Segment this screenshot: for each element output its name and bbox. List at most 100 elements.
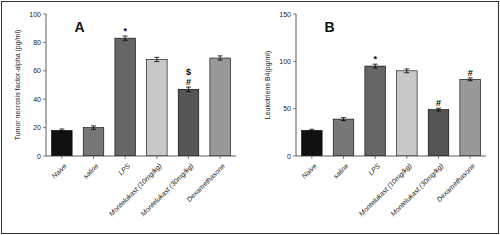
y-tick bbox=[293, 61, 296, 62]
bar bbox=[147, 59, 168, 156]
error-bar bbox=[59, 129, 64, 132]
bar bbox=[302, 130, 323, 156]
error-bar bbox=[309, 129, 314, 131]
x-tick bbox=[220, 156, 221, 159]
x-tick-label: Dexamethasone bbox=[435, 162, 476, 203]
y-tick-label: 50 bbox=[283, 105, 291, 112]
chart-canvas: 0 20 40 60 80 100 Naive saline LPS Montelukast (1… bbox=[0, 0, 500, 235]
error-cap bbox=[91, 125, 96, 126]
x-tick-label: Montelukast (30mg/kg) bbox=[389, 162, 445, 218]
error-cap bbox=[59, 129, 64, 130]
y-tick-label: 100 bbox=[279, 58, 291, 65]
error-bar bbox=[123, 36, 128, 40]
error-cap bbox=[309, 131, 314, 132]
x-tick-label: Naive bbox=[300, 162, 318, 180]
y-tick-label: 60 bbox=[33, 67, 41, 74]
error-bar bbox=[468, 78, 473, 81]
error-bar bbox=[154, 57, 159, 61]
bar bbox=[178, 89, 199, 156]
y-tick bbox=[293, 156, 296, 157]
error-bar bbox=[436, 108, 441, 111]
error-bar bbox=[218, 56, 223, 60]
error-cap bbox=[186, 91, 191, 92]
error-cap bbox=[218, 55, 223, 56]
bar bbox=[210, 58, 231, 156]
bars bbox=[52, 36, 231, 156]
panel: 050100150NaivesalineLPSMontelukast (10mg… bbox=[264, 11, 486, 219]
error-bar bbox=[91, 126, 96, 129]
y-tick bbox=[43, 127, 46, 128]
x-axis-line bbox=[46, 156, 236, 157]
bar bbox=[333, 119, 354, 156]
bar bbox=[428, 110, 449, 156]
error-cap bbox=[468, 77, 473, 78]
bar bbox=[365, 66, 386, 156]
bar bbox=[460, 79, 481, 156]
x-tick bbox=[156, 156, 157, 159]
error-bar bbox=[373, 64, 378, 68]
error-line bbox=[438, 108, 439, 111]
error-line bbox=[375, 64, 376, 68]
error-line bbox=[406, 69, 407, 73]
x-tick bbox=[188, 156, 189, 159]
error-cap bbox=[218, 60, 223, 61]
y-tick bbox=[43, 70, 46, 71]
x-tick bbox=[93, 156, 94, 159]
annotation: # bbox=[436, 98, 441, 108]
y-axis-label: Tumor necrosis factor-alpha (pg/ml) bbox=[14, 30, 22, 141]
x-axis-line bbox=[296, 156, 486, 157]
annotation: * bbox=[373, 54, 377, 64]
annotation: * bbox=[123, 26, 127, 36]
bar bbox=[397, 71, 418, 156]
y-axis-label: Leukotriens B4(pg/ml) bbox=[264, 51, 272, 119]
x-tick-label: LPS bbox=[117, 162, 132, 177]
bars bbox=[302, 64, 481, 156]
y-tick-label: 0 bbox=[37, 153, 41, 160]
x-tick bbox=[438, 156, 439, 159]
y-tick bbox=[293, 14, 296, 15]
error-cap bbox=[341, 120, 346, 121]
error-line bbox=[156, 57, 157, 61]
y-tick-label: 80 bbox=[33, 39, 41, 46]
error-cap bbox=[91, 129, 96, 130]
error-cap bbox=[436, 111, 441, 112]
error-cap bbox=[123, 40, 128, 41]
x-tick bbox=[343, 156, 344, 159]
error-cap bbox=[154, 61, 159, 62]
error-cap bbox=[436, 108, 441, 109]
x-tick-label: Montelukast (10mg/kg) bbox=[358, 162, 414, 218]
error-line bbox=[93, 126, 94, 129]
error-line bbox=[220, 56, 221, 60]
error-line bbox=[188, 87, 189, 91]
x-tick bbox=[61, 156, 62, 159]
error-cap bbox=[404, 68, 409, 69]
y-tick bbox=[43, 99, 46, 100]
y-tick-label: 150 bbox=[279, 11, 291, 18]
y-tick bbox=[43, 42, 46, 43]
y-tick-label: 20 bbox=[33, 124, 41, 131]
error-cap bbox=[59, 131, 64, 132]
y-axis-line bbox=[296, 14, 297, 156]
bar bbox=[52, 130, 73, 156]
y-tick bbox=[293, 108, 296, 109]
error-bar bbox=[341, 118, 346, 121]
x-tick-label: saline bbox=[82, 162, 100, 180]
background bbox=[0, 0, 500, 235]
error-line bbox=[125, 36, 126, 40]
annotation: # bbox=[468, 68, 473, 78]
error-cap bbox=[309, 129, 314, 130]
error-cap bbox=[468, 80, 473, 81]
bar bbox=[83, 128, 104, 156]
y-tick-label: 40 bbox=[33, 96, 41, 103]
panel-title: A bbox=[75, 19, 85, 35]
x-tick-label: Dexamethasone bbox=[185, 162, 226, 203]
x-tick-label: saline bbox=[332, 162, 350, 180]
y-tick bbox=[43, 14, 46, 15]
error-bar bbox=[404, 69, 409, 73]
panel: 020406080100NaivesalineLPSMontelukast (1… bbox=[14, 11, 236, 219]
x-tick bbox=[375, 156, 376, 159]
x-tick bbox=[470, 156, 471, 159]
error-line bbox=[470, 78, 471, 81]
x-tick-label: Montelukast (30mg/kg) bbox=[139, 162, 195, 218]
annotation: # bbox=[186, 77, 191, 87]
